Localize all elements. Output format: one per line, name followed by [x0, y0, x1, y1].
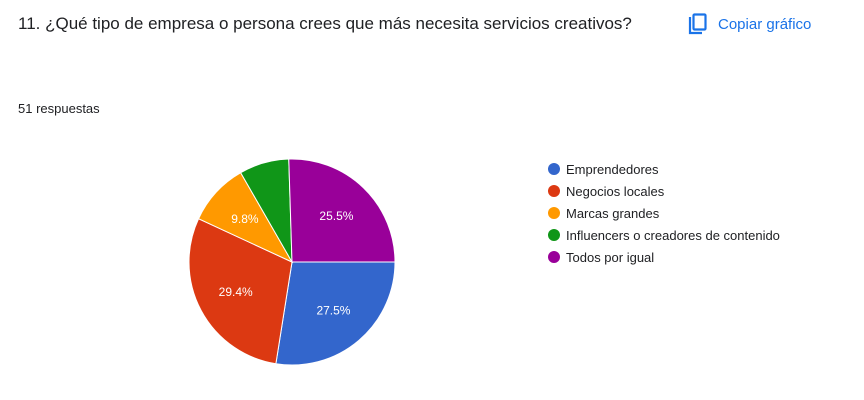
- slice-label: 25.5%: [319, 209, 353, 223]
- slice-label: 29.4%: [219, 285, 253, 299]
- pie-chart: 27.5% 29.4% 9.8% 25.5%: [188, 158, 396, 366]
- legend-label: Emprendedores: [566, 161, 659, 177]
- copy-chart-label: Copiar gráfico: [718, 15, 812, 33]
- slice-label: 9.8%: [231, 212, 259, 226]
- legend-item[interactable]: Todos por igual: [548, 246, 780, 268]
- copy-chart-button[interactable]: Copiar gráfico: [688, 10, 811, 38]
- legend-swatch: [548, 185, 560, 197]
- question-title: 11. ¿Qué tipo de empresa o persona crees…: [18, 14, 632, 33]
- legend-item[interactable]: Negocios locales: [548, 180, 780, 202]
- legend-item[interactable]: Influencers o creadores de contenido: [548, 224, 780, 246]
- legend-item[interactable]: Emprendedores: [548, 158, 780, 180]
- legend-swatch: [548, 207, 560, 219]
- response-count: 51 respuestas: [18, 101, 100, 116]
- slice-label: 27.5%: [316, 304, 350, 318]
- legend-label: Todos por igual: [566, 249, 655, 265]
- copy-icon: [688, 13, 708, 35]
- legend-label: Marcas grandes: [566, 205, 660, 221]
- chart-legend: Emprendedores Negocios locales Marcas gran…: [548, 158, 780, 268]
- legend-swatch: [548, 163, 560, 175]
- pie-slice-emprendedores[interactable]: [275, 261, 396, 366]
- legend-swatch: [548, 251, 560, 263]
- pie-slice-todos-por-igual[interactable]: [288, 158, 396, 263]
- legend-item[interactable]: Marcas grandes: [548, 202, 780, 224]
- legend-label: Negocios locales: [566, 183, 665, 199]
- pie-slice-negocios-locales[interactable]: [188, 218, 293, 365]
- legend-label: Influencers o creadores de contenido: [566, 227, 780, 243]
- legend-swatch: [548, 229, 560, 241]
